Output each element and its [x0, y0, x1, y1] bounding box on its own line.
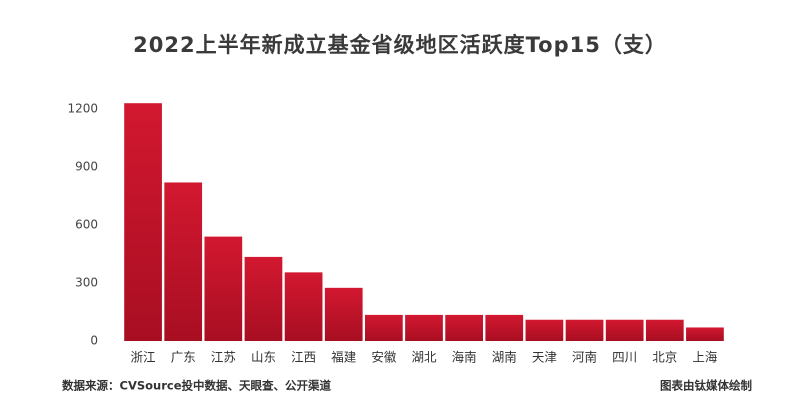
x-tick-label: 上海 — [692, 350, 718, 365]
x-tick-label: 天津 — [532, 350, 557, 365]
bar — [605, 319, 644, 341]
y-tick-label: 300 — [75, 276, 98, 290]
y-tick-label: 1200 — [67, 102, 98, 116]
x-tick-label: 广东 — [171, 350, 196, 365]
x-tick-label: 湖北 — [411, 350, 437, 365]
y-tick-label: 0 — [90, 334, 98, 348]
x-tick-label: 江西 — [291, 350, 316, 365]
x-tick-label: 北京 — [652, 350, 677, 365]
bar — [686, 327, 724, 341]
x-tick-label: 海南 — [452, 350, 477, 365]
bar — [244, 256, 283, 341]
x-tick-label: 江苏 — [211, 350, 236, 365]
bar — [485, 314, 524, 341]
source-note: 数据来源：CVSource投中数据、天眼查、公开渠道 — [62, 379, 331, 393]
x-tick-label: 湖南 — [492, 350, 517, 365]
bar — [124, 103, 162, 341]
x-tick-label: 福建 — [331, 350, 357, 365]
y-tick-label: 900 — [75, 160, 98, 174]
x-tick-label: 山东 — [251, 350, 276, 365]
bar — [324, 287, 363, 341]
bar — [645, 319, 684, 341]
bar — [525, 319, 564, 341]
y-tick-label: 600 — [75, 218, 98, 232]
x-tick-label: 浙江 — [131, 350, 156, 365]
bar — [365, 314, 403, 341]
bar — [445, 314, 483, 341]
chart-title: 2022上半年新成立基金省级地区活跃度Top15（支） — [133, 33, 667, 57]
bar — [565, 319, 604, 341]
credit-note: 图表由钛媒体绘制 — [660, 379, 752, 393]
bar — [204, 236, 243, 341]
x-tick-label: 河南 — [572, 350, 597, 365]
bar — [405, 314, 443, 341]
x-tick-label: 四川 — [612, 350, 637, 365]
bar — [284, 272, 323, 341]
x-tick-label: 安徽 — [371, 350, 397, 365]
bar — [164, 182, 203, 341]
